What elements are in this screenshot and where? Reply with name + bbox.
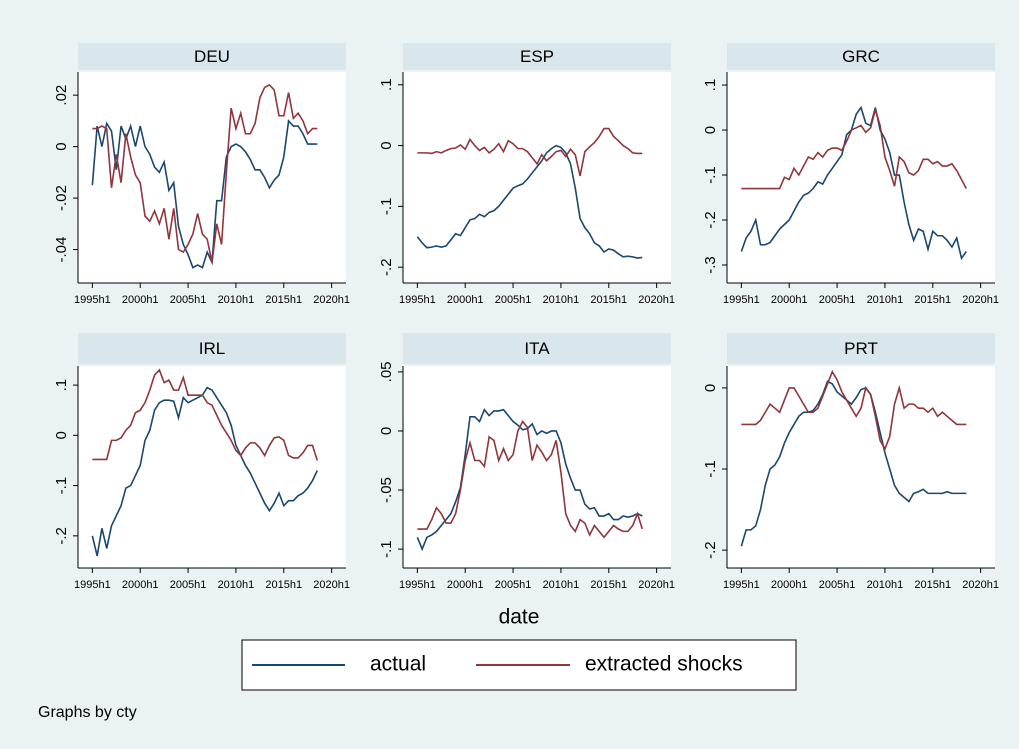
y-tick-label: 0 bbox=[702, 126, 719, 134]
y-tick-label: 0 bbox=[702, 384, 719, 392]
series-line bbox=[92, 83, 318, 263]
x-tick-label: 2020h1 bbox=[638, 294, 675, 306]
note: Graphs by cty bbox=[38, 704, 137, 721]
panel-header bbox=[727, 43, 995, 70]
x-tick-label: 1995h1 bbox=[74, 579, 111, 591]
panel-title: DEU bbox=[194, 47, 230, 66]
series-line bbox=[417, 127, 643, 177]
x-tick-label: 2000h1 bbox=[447, 579, 484, 591]
x-tick-label: 2015h1 bbox=[914, 294, 951, 306]
y-tick-label: -.05 bbox=[378, 477, 395, 503]
panel-title: PRT bbox=[844, 339, 878, 358]
x-tick-label: 2010h1 bbox=[543, 579, 580, 591]
x-tick-label: 2015h1 bbox=[914, 579, 951, 591]
series-line bbox=[741, 369, 967, 451]
y-tick-label: 0 bbox=[378, 427, 395, 435]
x-tick-label: 2005h1 bbox=[819, 294, 856, 306]
x-tick-label: 2020h1 bbox=[313, 579, 350, 591]
y-tick-label: -.2 bbox=[378, 258, 395, 276]
x-tick-label: 2000h1 bbox=[771, 579, 808, 591]
y-tick-label: -.2 bbox=[702, 211, 719, 229]
x-tick-label: 2005h1 bbox=[495, 579, 532, 591]
plot-area bbox=[78, 72, 346, 283]
panel-header bbox=[78, 43, 346, 70]
x-tick-label: 1995h1 bbox=[74, 294, 111, 306]
x-tick-label: 2010h1 bbox=[867, 579, 904, 591]
x-tick-label: 2020h1 bbox=[313, 294, 350, 306]
y-tick-label: .02 bbox=[53, 85, 70, 106]
legend-label: actual bbox=[370, 653, 426, 676]
x-tick-label: 2020h1 bbox=[962, 579, 999, 591]
x-tick-label: 1995h1 bbox=[399, 579, 436, 591]
panel-title: GRC bbox=[842, 47, 880, 66]
x-tick-label: 1995h1 bbox=[723, 579, 760, 591]
y-tick-label: -.1 bbox=[702, 166, 719, 184]
plot-area bbox=[403, 366, 671, 568]
x-tick-label: 2005h1 bbox=[170, 294, 207, 306]
y-tick-label: .1 bbox=[53, 379, 70, 392]
x-tick-label: 2015h1 bbox=[265, 294, 302, 306]
x-tick-label: 2015h1 bbox=[265, 579, 302, 591]
x-tick-label: 2010h1 bbox=[543, 294, 580, 306]
panel-header bbox=[78, 333, 346, 364]
y-tick-label: -.1 bbox=[53, 477, 70, 495]
x-tick-label: 2020h1 bbox=[962, 294, 999, 306]
panel-title: IRL bbox=[199, 339, 225, 358]
series-line bbox=[91, 386, 319, 557]
panel-title: ITA bbox=[524, 339, 550, 358]
x-axis-title: date bbox=[499, 606, 540, 629]
panel-title: ESP bbox=[520, 47, 554, 66]
series-line bbox=[740, 380, 967, 547]
x-tick-label: 2000h1 bbox=[447, 294, 484, 306]
plot-area bbox=[727, 72, 995, 283]
series-line bbox=[92, 368, 319, 461]
y-tick-label: .1 bbox=[702, 79, 719, 92]
x-tick-label: 1995h1 bbox=[399, 294, 436, 306]
panel-header bbox=[403, 43, 671, 70]
series-line bbox=[740, 105, 967, 261]
x-tick-label: 2010h1 bbox=[218, 294, 255, 306]
x-tick-label: 2015h1 bbox=[590, 579, 627, 591]
x-tick-label: 2000h1 bbox=[771, 294, 808, 306]
y-tick-label: -.3 bbox=[702, 256, 719, 274]
x-tick-label: 2005h1 bbox=[819, 579, 856, 591]
series-line bbox=[416, 408, 643, 552]
y-tick-label: .05 bbox=[378, 361, 395, 382]
x-tick-label: 2010h1 bbox=[867, 294, 904, 306]
y-tick-label: 0 bbox=[378, 141, 395, 149]
x-tick-label: 1995h1 bbox=[723, 294, 760, 306]
series-line bbox=[416, 144, 643, 259]
x-tick-label: 2000h1 bbox=[122, 294, 159, 306]
x-tick-label: 2020h1 bbox=[638, 579, 675, 591]
y-tick-label: -.04 bbox=[53, 237, 70, 263]
y-tick-label: -.2 bbox=[53, 527, 70, 545]
series-line bbox=[91, 119, 318, 269]
x-tick-label: 2010h1 bbox=[218, 579, 255, 591]
plot-area bbox=[727, 366, 995, 568]
x-tick-label: 2015h1 bbox=[590, 294, 627, 306]
y-tick-label: -.1 bbox=[702, 460, 719, 478]
plot-area bbox=[78, 366, 346, 568]
y-tick-label: 0 bbox=[53, 142, 70, 150]
y-tick-label: 0 bbox=[53, 431, 70, 439]
y-tick-label: -.2 bbox=[702, 541, 719, 559]
legend-label: extracted shocks bbox=[585, 653, 743, 676]
x-tick-label: 2005h1 bbox=[495, 294, 532, 306]
panel-header bbox=[403, 333, 671, 364]
y-tick-label: -.02 bbox=[53, 185, 70, 211]
plot-area bbox=[403, 72, 671, 283]
x-tick-label: 2005h1 bbox=[170, 579, 207, 591]
series-line bbox=[417, 420, 644, 539]
panel-header bbox=[727, 333, 995, 364]
x-tick-label: 2000h1 bbox=[122, 579, 159, 591]
series-line bbox=[741, 106, 967, 190]
y-tick-label: -.1 bbox=[378, 198, 395, 216]
y-tick-label: .1 bbox=[378, 79, 395, 92]
y-tick-label: -.1 bbox=[378, 540, 395, 558]
